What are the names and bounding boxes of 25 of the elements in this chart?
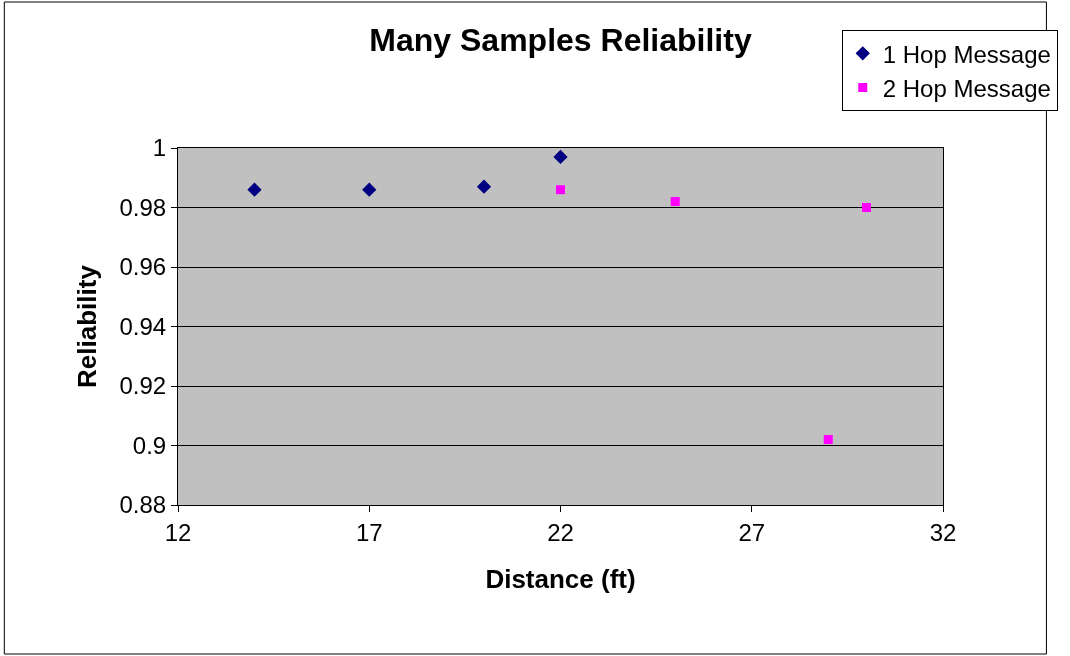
point	[556, 185, 565, 195]
legend-label: 1 Hop Message	[882, 40, 1051, 68]
point	[553, 149, 568, 165]
legend-label: 2 Hop Message	[882, 74, 1051, 102]
y-tick-label: 0.96	[119, 253, 167, 281]
point	[362, 182, 377, 197]
x-tick-label: 12	[164, 518, 192, 546]
x-tick-label: 22	[547, 518, 574, 546]
chart-title: Many Samples Reliability	[369, 22, 752, 59]
y-tick-label: 0.88	[119, 491, 167, 519]
y-tick-label: 0.92	[119, 372, 167, 400]
y-tick-label: 0.94	[119, 312, 167, 340]
x-axis-title: Distance (ft)	[485, 564, 636, 595]
point	[247, 182, 262, 197]
y-tick-label: 1	[152, 134, 167, 162]
point	[823, 435, 833, 445]
point	[670, 197, 680, 207]
x-tick-label: 17	[355, 518, 383, 546]
x-tick-label: 27	[738, 518, 766, 546]
y-tick-label: 0.98	[119, 193, 167, 221]
y-axis-title: Reliability	[71, 264, 102, 388]
point	[476, 179, 492, 194]
x-tick-label: 32	[929, 518, 957, 546]
point	[862, 203, 871, 212]
y-tick-label: 0.9	[132, 431, 167, 459]
